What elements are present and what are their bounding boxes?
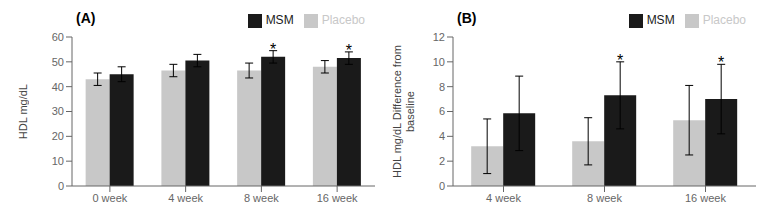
svg-text:40: 40 [52,81,64,93]
svg-text:8 week: 8 week [587,192,622,204]
svg-text:20: 20 [52,130,64,142]
svg-text:*: * [270,41,276,58]
html-text:MSM: MSM [265,13,294,27]
svg-text:50: 50 [52,56,64,68]
html-text:Placebo: Placebo [321,13,365,27]
svg-text:10: 10 [433,56,445,68]
html-text:(A): (A) [76,10,96,26]
svg-text:*: * [718,54,724,71]
svg-text:6: 6 [439,105,445,117]
svg-text:2: 2 [439,155,445,167]
svg-text:4 week: 4 week [486,192,521,204]
html-text:(B): (B) [457,10,477,26]
svg-text:60: 60 [52,31,64,43]
svg-text:0: 0 [58,180,64,192]
svg-text:0 week: 0 week [92,192,127,204]
svg-text:12: 12 [433,31,445,43]
svg-text:16 week: 16 week [317,192,358,204]
svg-text:4 week: 4 week [168,192,203,204]
svg-text:8: 8 [439,81,445,93]
svg-text:16 week: 16 week [685,192,726,204]
svg-text:10: 10 [52,155,64,167]
svg-text:0: 0 [439,180,445,192]
html-text:HDL mg/dL: HDL mg/dL [16,83,29,140]
html-text:HDL mg/dL Difference from base: HDL mg/dL Difference from baseline [391,45,416,178]
svg-text:*: * [617,52,623,69]
svg-text:4: 4 [439,130,445,142]
svg-text:*: * [346,42,352,59]
svg-text:30: 30 [52,105,64,117]
html-text:Placebo: Placebo [702,13,746,27]
svg-text:8 week: 8 week [244,192,279,204]
html-text:MSM: MSM [646,13,675,27]
